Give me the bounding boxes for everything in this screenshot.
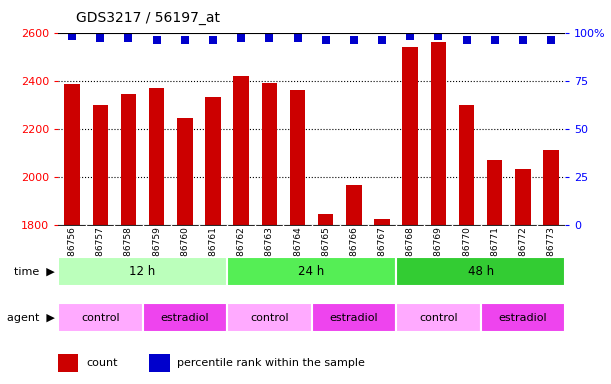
Point (462, 37, 472, 43)
Bar (396, 257, 565, 286)
Point (546, 37, 556, 43)
Bar (515, 169, 531, 225)
Text: estradiol: estradiol (499, 313, 547, 323)
Text: GSM286770: GSM286770 (462, 226, 471, 281)
Point (518, 37, 528, 43)
Text: time  ▶: time ▶ (14, 266, 55, 277)
Bar (149, 88, 164, 225)
Bar (177, 118, 192, 225)
Bar (431, 42, 446, 225)
Bar (459, 105, 474, 225)
Bar (58, 257, 227, 286)
Bar (58, 354, 78, 372)
Text: GDS3217 / 56197_at: GDS3217 / 56197_at (76, 11, 221, 25)
Text: GSM286760: GSM286760 (180, 226, 189, 281)
Point (490, 37, 500, 43)
Text: GSM286768: GSM286768 (406, 226, 415, 281)
Bar (487, 160, 502, 225)
Text: GSM286763: GSM286763 (265, 226, 274, 281)
Bar (375, 218, 390, 225)
Point (152, 37, 161, 43)
Point (208, 37, 218, 43)
Point (321, 37, 331, 43)
Bar (142, 303, 227, 332)
Text: GSM286773: GSM286773 (547, 226, 555, 281)
Text: GSM286762: GSM286762 (236, 226, 246, 281)
Text: control: control (81, 313, 120, 323)
Text: percentile rank within the sample: percentile rank within the sample (177, 358, 365, 368)
Bar (318, 214, 334, 225)
Text: count: count (86, 358, 117, 368)
Bar (290, 90, 306, 225)
Text: 12 h: 12 h (130, 265, 156, 278)
Bar (312, 303, 396, 332)
Bar (227, 303, 312, 332)
Bar (92, 105, 108, 225)
Text: control: control (419, 313, 458, 323)
Point (349, 37, 359, 43)
Text: GSM286759: GSM286759 (152, 226, 161, 281)
Bar (227, 257, 396, 286)
Bar (346, 185, 362, 225)
Bar (64, 84, 80, 225)
Text: GSM286761: GSM286761 (208, 226, 218, 281)
Text: control: control (250, 313, 288, 323)
Text: GSM286769: GSM286769 (434, 226, 443, 281)
Point (434, 33, 444, 40)
Text: GSM286758: GSM286758 (124, 226, 133, 281)
Bar (58, 303, 142, 332)
Text: GSM286756: GSM286756 (68, 226, 76, 281)
Bar (481, 303, 565, 332)
Text: GSM286764: GSM286764 (293, 226, 302, 281)
Text: GSM286765: GSM286765 (321, 226, 330, 281)
Bar (396, 303, 481, 332)
Text: 24 h: 24 h (299, 265, 324, 278)
Bar (403, 47, 418, 225)
Point (405, 33, 415, 40)
Text: estradiol: estradiol (329, 313, 378, 323)
Text: GSM286757: GSM286757 (96, 226, 105, 281)
Text: GSM286766: GSM286766 (349, 226, 359, 281)
Point (236, 35, 246, 41)
Point (95, 35, 105, 41)
Text: estradiol: estradiol (161, 313, 209, 323)
Text: agent  ▶: agent ▶ (7, 313, 55, 323)
Point (377, 37, 387, 43)
Point (123, 35, 133, 41)
Point (293, 35, 302, 41)
Bar (205, 98, 221, 225)
Bar (121, 94, 136, 225)
Bar (149, 354, 170, 372)
Text: GSM286767: GSM286767 (378, 226, 387, 281)
Bar (262, 83, 277, 225)
Text: 48 h: 48 h (467, 265, 494, 278)
Text: GSM286771: GSM286771 (490, 226, 499, 281)
Bar (543, 150, 559, 225)
Bar (233, 76, 249, 225)
Point (180, 37, 189, 43)
Point (265, 35, 274, 41)
Text: GSM286772: GSM286772 (518, 226, 527, 281)
Point (67, 33, 77, 40)
